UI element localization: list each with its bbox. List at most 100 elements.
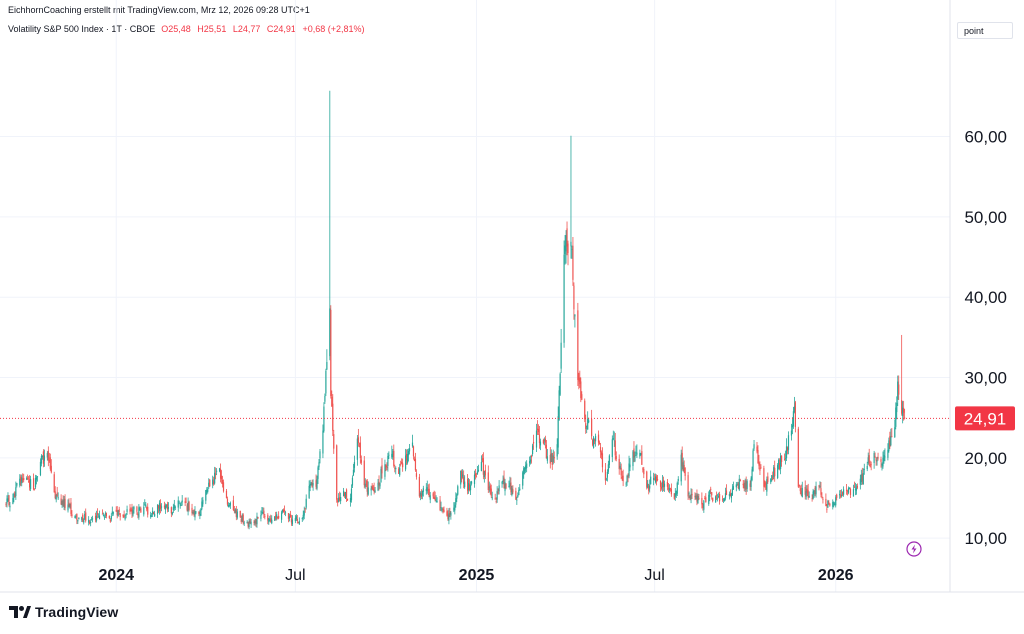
candle-body (357, 437, 359, 443)
time-axis[interactable]: 2024 Jul 2025 Jul 2026 (98, 567, 853, 584)
lightning-icon[interactable] (906, 541, 922, 557)
candle-body (497, 492, 499, 494)
candle-body (826, 508, 828, 510)
candle-body (655, 476, 657, 483)
candle-body (743, 483, 745, 489)
candle-body (787, 435, 790, 450)
candle-body (884, 456, 886, 458)
candle-body (663, 483, 666, 487)
scale-mode-button[interactable]: point (957, 22, 1013, 39)
candle-body (532, 441, 535, 444)
candle-body (867, 457, 869, 463)
candle-body (889, 436, 891, 447)
candle-body (887, 449, 889, 458)
candle-body (359, 442, 361, 459)
candle-body (549, 454, 551, 464)
candle-body (698, 497, 700, 499)
candle-body (132, 510, 134, 516)
candle-body (82, 514, 84, 522)
candle-body (229, 502, 232, 506)
candle-body (109, 519, 111, 522)
candle-body (620, 467, 622, 476)
candle-body (192, 512, 194, 514)
candle-body (290, 518, 293, 523)
candle-body (387, 455, 389, 466)
candle-body (222, 482, 225, 492)
candle-body (470, 481, 473, 484)
candle-body (254, 520, 256, 524)
candle-body (525, 465, 527, 469)
candle-body (820, 488, 822, 495)
candle-body (584, 400, 586, 420)
candle-body (420, 493, 422, 498)
candle-body (669, 488, 671, 490)
price-axis[interactable]: 10,00 20,00 30,00 40,00 50,00 60,00 (964, 128, 1007, 549)
candle-body (463, 476, 465, 484)
candle-body (613, 440, 615, 442)
candle-body (407, 451, 410, 456)
candle-body (48, 460, 50, 461)
candle-body (495, 501, 497, 503)
candle-body (815, 486, 817, 495)
candle-body (801, 488, 803, 497)
candle-body (32, 478, 35, 490)
symbol-name[interactable]: Volatility S&P 500 Index · 1T · CBOE (8, 24, 156, 34)
candle-body (174, 506, 176, 508)
candle-body (834, 504, 836, 506)
candle-body (352, 469, 355, 476)
candle-body (287, 513, 290, 519)
candle-body (846, 490, 849, 492)
candle-body (666, 481, 669, 487)
candle-body (212, 479, 214, 485)
candle-body (221, 480, 224, 485)
candle-body (611, 439, 613, 458)
candle-body (504, 482, 506, 492)
candle-body (874, 456, 876, 458)
candle-body (153, 512, 155, 515)
candle-body (862, 473, 864, 484)
candle-body (557, 416, 559, 448)
candle-body (550, 453, 552, 462)
candle-body (819, 485, 821, 487)
candle-body (64, 498, 66, 508)
candle-body (842, 492, 844, 495)
candle-body (20, 476, 22, 482)
candle-body (578, 378, 580, 382)
candle-body (269, 519, 271, 521)
candle-body (718, 496, 720, 497)
candle-body (729, 493, 732, 496)
candle-body (324, 395, 326, 402)
candlestick-series (5, 90, 906, 530)
candle-body (261, 511, 263, 513)
candle-body (350, 488, 353, 501)
x-tick-label: 2024 (98, 567, 134, 584)
candle-body (330, 309, 332, 397)
candle-body (405, 453, 408, 461)
candle-body (818, 485, 820, 487)
candle-body (749, 483, 751, 487)
candle-body (537, 428, 540, 433)
candle-body (702, 504, 704, 508)
candle-body (464, 481, 466, 488)
candle-body (220, 475, 223, 480)
candle-body (873, 453, 875, 464)
candle-body (643, 468, 645, 475)
candle-body (614, 440, 616, 456)
candle-body (74, 516, 76, 518)
candle-body (88, 519, 90, 523)
candle-body (264, 515, 266, 517)
candle-body (57, 497, 59, 499)
candle-body (8, 495, 10, 505)
candle-body (701, 498, 703, 505)
tradingview-logo[interactable]: TradingView (9, 604, 118, 620)
candle-body (880, 459, 882, 462)
candle-body (728, 494, 731, 497)
candle-body (829, 503, 831, 506)
candle-body (736, 484, 738, 486)
candle-body (694, 495, 696, 498)
candle-body (429, 495, 431, 500)
candle-body (108, 515, 110, 519)
candle-body (759, 468, 761, 471)
candle-body (78, 517, 80, 520)
